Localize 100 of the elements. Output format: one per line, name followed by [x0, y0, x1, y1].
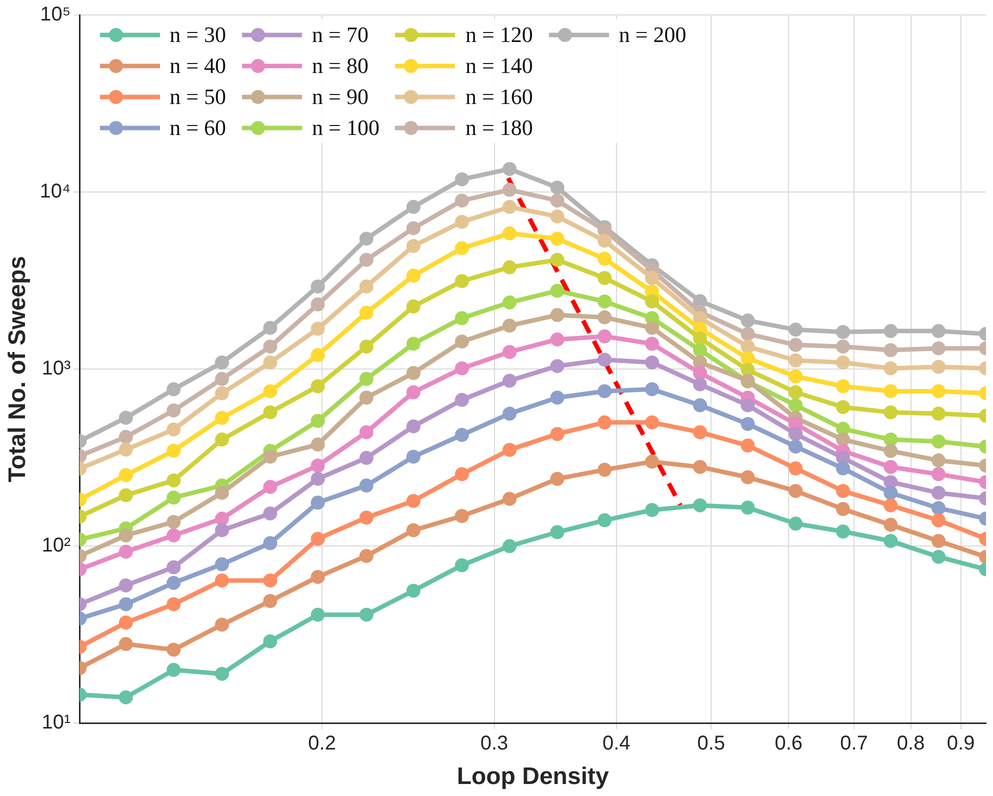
point: [502, 295, 517, 310]
legend-label: n = 80: [312, 52, 368, 78]
point: [118, 578, 133, 592]
point: [118, 690, 133, 704]
point: [645, 382, 660, 396]
point: [454, 509, 469, 524]
point: [406, 221, 420, 236]
point: [884, 498, 898, 512]
point: [118, 442, 133, 457]
point: [118, 544, 133, 559]
legend-label: n = 160: [465, 84, 533, 110]
point: [406, 200, 420, 214]
point: [310, 458, 325, 473]
point: [214, 386, 229, 400]
point: [214, 372, 229, 386]
point: [406, 299, 420, 314]
point: [502, 318, 517, 333]
y-axis-title: Total No. of Sweeps: [4, 256, 32, 482]
legend-label: n = 200: [618, 22, 686, 48]
point: [598, 462, 612, 477]
point: [502, 344, 517, 359]
y-tick-label: 10⁵: [40, 4, 71, 26]
point: [836, 379, 850, 394]
x-tick-label: 0.8: [896, 732, 925, 755]
point: [359, 279, 374, 294]
point: [263, 384, 278, 398]
point: [263, 320, 278, 335]
point: [788, 322, 803, 337]
point: [263, 480, 278, 494]
point: [359, 450, 374, 465]
point: [550, 209, 564, 224]
point: [359, 252, 374, 267]
point: [454, 467, 469, 482]
point: [263, 355, 278, 370]
point: [502, 492, 517, 506]
point: [693, 498, 708, 512]
point: [502, 442, 517, 457]
point: [263, 536, 278, 550]
point: [598, 252, 612, 266]
y-tick-label: 10³: [42, 358, 71, 380]
point: [788, 461, 803, 476]
x-tick-label: 0.5: [697, 732, 726, 755]
point: [645, 503, 660, 518]
point: [598, 384, 612, 398]
point: [166, 473, 181, 488]
legend-label: n = 50: [170, 84, 226, 110]
point: [932, 486, 946, 500]
point: [310, 570, 325, 584]
point: [406, 494, 420, 508]
point: [359, 608, 374, 622]
point: [263, 594, 278, 608]
point: [214, 410, 229, 425]
x-tick-label: 0.3: [480, 732, 508, 755]
point: [740, 416, 755, 431]
x-tick-label: 0.9: [946, 732, 975, 755]
point: [740, 470, 755, 484]
point: [502, 374, 517, 388]
point: [502, 539, 517, 554]
point: [550, 252, 564, 267]
point: [740, 438, 755, 453]
point: [263, 634, 278, 648]
point: [454, 361, 469, 376]
point: [454, 334, 469, 349]
point: [645, 294, 660, 308]
point: [932, 453, 946, 468]
point: [598, 415, 612, 430]
point: [118, 528, 133, 542]
x-tick-label: 0.7: [840, 732, 868, 755]
point: [598, 310, 612, 324]
point: [166, 514, 181, 529]
legend-label: n = 60: [170, 114, 226, 140]
point: [932, 341, 946, 356]
point: [693, 366, 708, 380]
point: [166, 662, 181, 677]
point: [502, 162, 517, 176]
point: [502, 200, 517, 214]
point: [740, 326, 755, 341]
point: [550, 472, 564, 486]
point: [932, 550, 946, 564]
point: [645, 355, 660, 370]
point: [788, 440, 803, 454]
point: [118, 597, 133, 612]
point: [310, 532, 325, 546]
point: [166, 560, 181, 574]
point: [359, 232, 374, 246]
point: [550, 359, 564, 374]
point: [166, 642, 181, 657]
point: [645, 336, 660, 351]
point: [166, 528, 181, 542]
point: [359, 372, 374, 386]
point: [740, 340, 755, 354]
point: [359, 425, 374, 440]
point: [884, 486, 898, 500]
point: [884, 384, 898, 398]
point: [693, 460, 708, 474]
point: [454, 392, 469, 407]
point: [454, 194, 469, 208]
point: [788, 369, 803, 384]
point: [166, 597, 181, 612]
point: [166, 490, 181, 505]
